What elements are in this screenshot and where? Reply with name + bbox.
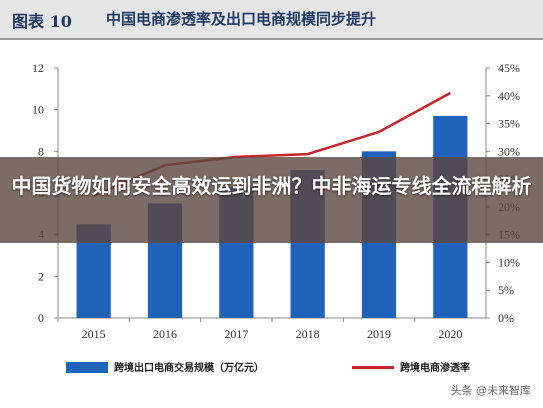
legend-bar-label: 跨境出口电商交易规模（万亿元） (114, 363, 264, 374)
headline-banner (0, 157, 543, 243)
x-tick-label: 2017 (224, 327, 248, 341)
y-right-tick-label: 10% (498, 255, 520, 269)
chart-axes (54, 67, 490, 322)
y-left-tick-label: 10 (32, 103, 44, 117)
y-left-tick-label: 2 (38, 269, 44, 283)
figure-number: 图表 10 (12, 12, 72, 31)
x-tick-label: 2020 (438, 327, 462, 341)
x-tick-label: 2018 (296, 327, 320, 341)
y-right-tick-label: 45% (498, 61, 520, 75)
figure-title: 中国电商渗透率及出口电商规模同步提升 (106, 10, 377, 28)
header-divider (0, 38, 543, 40)
figure-header: 图表 10 中国电商渗透率及出口电商规模同步提升 (0, 0, 543, 40)
watermark-text: 头条 @未来智库 (450, 384, 532, 397)
legend-line-label: 跨境电商渗透率 (400, 363, 470, 374)
y-right-tick-label: 35% (498, 117, 520, 131)
legend-bar-swatch (66, 362, 108, 373)
y-left-tick-label: 12 (32, 61, 44, 75)
y-left-tick-label: 8 (38, 144, 44, 158)
headline-text[interactable]: 中国货物如何安全高效运到非洲？中非海运专线全流程解析 (11, 174, 532, 198)
x-tick-label: 2016 (153, 327, 177, 341)
x-tick-label: 2015 (82, 327, 106, 341)
y-right-tick-label: 5% (498, 283, 514, 297)
y-right-tick-label: 30% (498, 144, 520, 158)
chart-legend: 跨境出口电商交易规模（万亿元） 跨境电商渗透率 (0, 356, 543, 378)
y-left-tick-label: 0 (38, 311, 44, 325)
x-tick-label: 2019 (367, 327, 391, 341)
y-right-tick-label: 0% (498, 311, 514, 325)
y-right-tick-label: 40% (498, 89, 520, 103)
legend-line-swatch (352, 366, 394, 369)
